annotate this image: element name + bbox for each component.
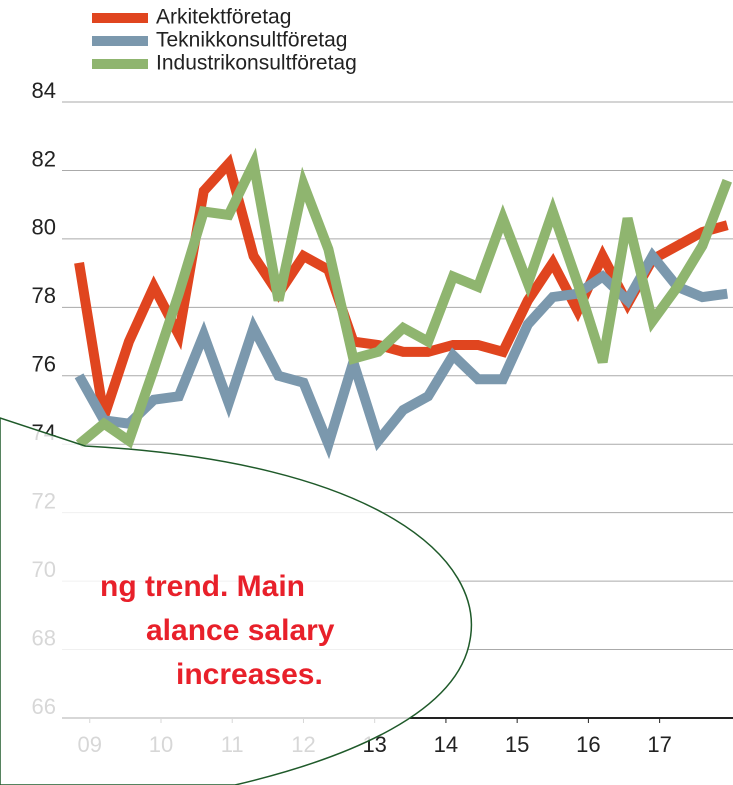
legend-swatch [92, 13, 148, 23]
y-tick-label: 84 [32, 78, 56, 103]
y-tick-label: 82 [32, 146, 56, 171]
speech-bubble [0, 417, 473, 785]
series-line [75, 147, 732, 449]
annotation-text: ng trend. Main [100, 570, 305, 603]
x-tick-label: 16 [576, 732, 600, 757]
x-tick-label: 15 [505, 732, 529, 757]
legend-label: Industrikonsultföretag [156, 52, 357, 75]
legend-swatch [92, 36, 148, 46]
y-tick-label: 80 [32, 215, 56, 240]
legend: ArkitektföretagTeknikkonsultföretagIndus… [92, 6, 357, 75]
legend-label: Arkitektföretag [156, 6, 291, 29]
x-tick-label: 14 [434, 732, 458, 757]
legend-label: Teknikkonsultföretag [156, 29, 347, 52]
x-tick-label: 17 [647, 732, 671, 757]
y-tick-label: 76 [32, 352, 56, 377]
y-tick-label: 78 [32, 283, 56, 308]
annotation-text: increases. [176, 658, 323, 691]
annotation-text: alance salary [146, 614, 335, 647]
lines [74, 147, 732, 460]
legend-swatch [92, 59, 148, 69]
annotation: ng trend. Main alance salary increases. [100, 570, 335, 691]
